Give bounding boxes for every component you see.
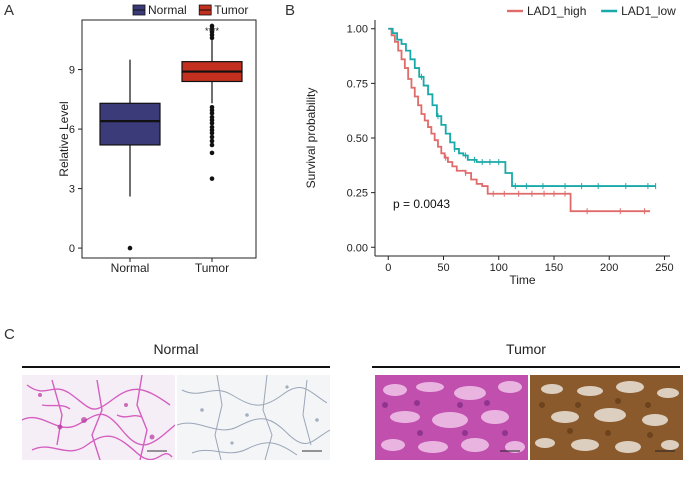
y-tick-label: 0.50	[347, 133, 368, 145]
outlier-point	[209, 23, 215, 29]
survival-curve-lad1_high	[388, 27, 651, 213]
p-value-annotation: p = 0.0043	[393, 197, 450, 211]
boxplot-axes: 0 3 6 9 Relative Level Normal Tumor	[57, 19, 257, 275]
boxplot-chart: Normal Tumor 0 3 6 9 Relative Level Normal Tumo…	[57, 3, 257, 275]
y-tick-label: 0	[69, 243, 75, 255]
survival-chart: 0.00 0.25 0.50 0.75 1.00 0 50 100 150 200 250 Time S…	[304, 4, 676, 287]
x-tick-label: 50	[437, 262, 449, 274]
y-tick-label: 9	[69, 65, 75, 77]
survival-axes: 0.00 0.25 0.50 0.75 1.00 0 50 100 150 200 250 Time S…	[304, 20, 674, 287]
x-tick-label: 150	[545, 262, 563, 274]
x-tick-label: 0	[385, 262, 391, 274]
y-tick-label: 6	[69, 124, 75, 136]
y-tick-label: 1.00	[347, 24, 368, 36]
y-axis-label: Survival probability	[304, 88, 318, 189]
outlier-point	[209, 176, 215, 181]
histology-rule-tumor	[372, 366, 680, 368]
histology-title-normal: Normal	[153, 341, 199, 357]
y-tick-label: 0.25	[347, 188, 368, 200]
significance-label: ****	[205, 26, 220, 36]
survival-marks: p = 0.0043	[388, 27, 657, 215]
outlier-point	[209, 120, 215, 126]
survival-curve-lad1_low	[388, 27, 656, 187]
outlier-point	[209, 150, 215, 156]
boxplot-frame	[81, 19, 257, 259]
legend-label-lad1_low: LAD1_low	[621, 4, 676, 18]
legend-label-normal: Normal	[148, 3, 187, 17]
y-tick-label: 3	[69, 184, 75, 196]
outlier-point	[209, 134, 215, 140]
x-tick-label: 200	[600, 262, 618, 274]
micrograph-tumor-he	[375, 375, 528, 460]
histology-title-tumor: Tumor	[506, 341, 546, 357]
panel-label-c: C	[4, 326, 15, 343]
micrograph-normal-he	[22, 375, 175, 460]
x-tick-label: 250	[655, 262, 673, 274]
histology-rule-normal	[22, 366, 330, 368]
outlier-point	[127, 245, 133, 251]
micrograph-normal-ihc	[177, 375, 330, 460]
y-tick-label: 0.75	[347, 78, 368, 90]
outlier-point	[209, 142, 215, 148]
x-tick-label: Tumor	[195, 261, 229, 275]
survival-legend: LAD1_high LAD1_low	[507, 4, 676, 18]
outlier-point	[209, 110, 215, 116]
boxplot-marks: ****	[99, 23, 243, 251]
x-axis-label: Time	[509, 273, 536, 287]
outlier-point	[209, 138, 215, 144]
legend-label-lad1_high: LAD1_high	[527, 4, 586, 18]
legend-label-tumor: Tumor	[214, 3, 248, 17]
x-tick-label: Normal	[111, 261, 150, 275]
panel-label-a: A	[4, 2, 15, 19]
micrograph-tumor-ihc	[530, 375, 683, 460]
y-axis-label: Relative Level	[57, 101, 71, 176]
outlier-point	[209, 130, 215, 136]
box-normal	[99, 102, 161, 146]
panel-label-b: B	[285, 2, 296, 19]
y-tick-label: 0.00	[347, 242, 368, 254]
boxplot-legend: Normal Tumor	[132, 3, 248, 17]
x-tick-label: 100	[490, 262, 508, 274]
